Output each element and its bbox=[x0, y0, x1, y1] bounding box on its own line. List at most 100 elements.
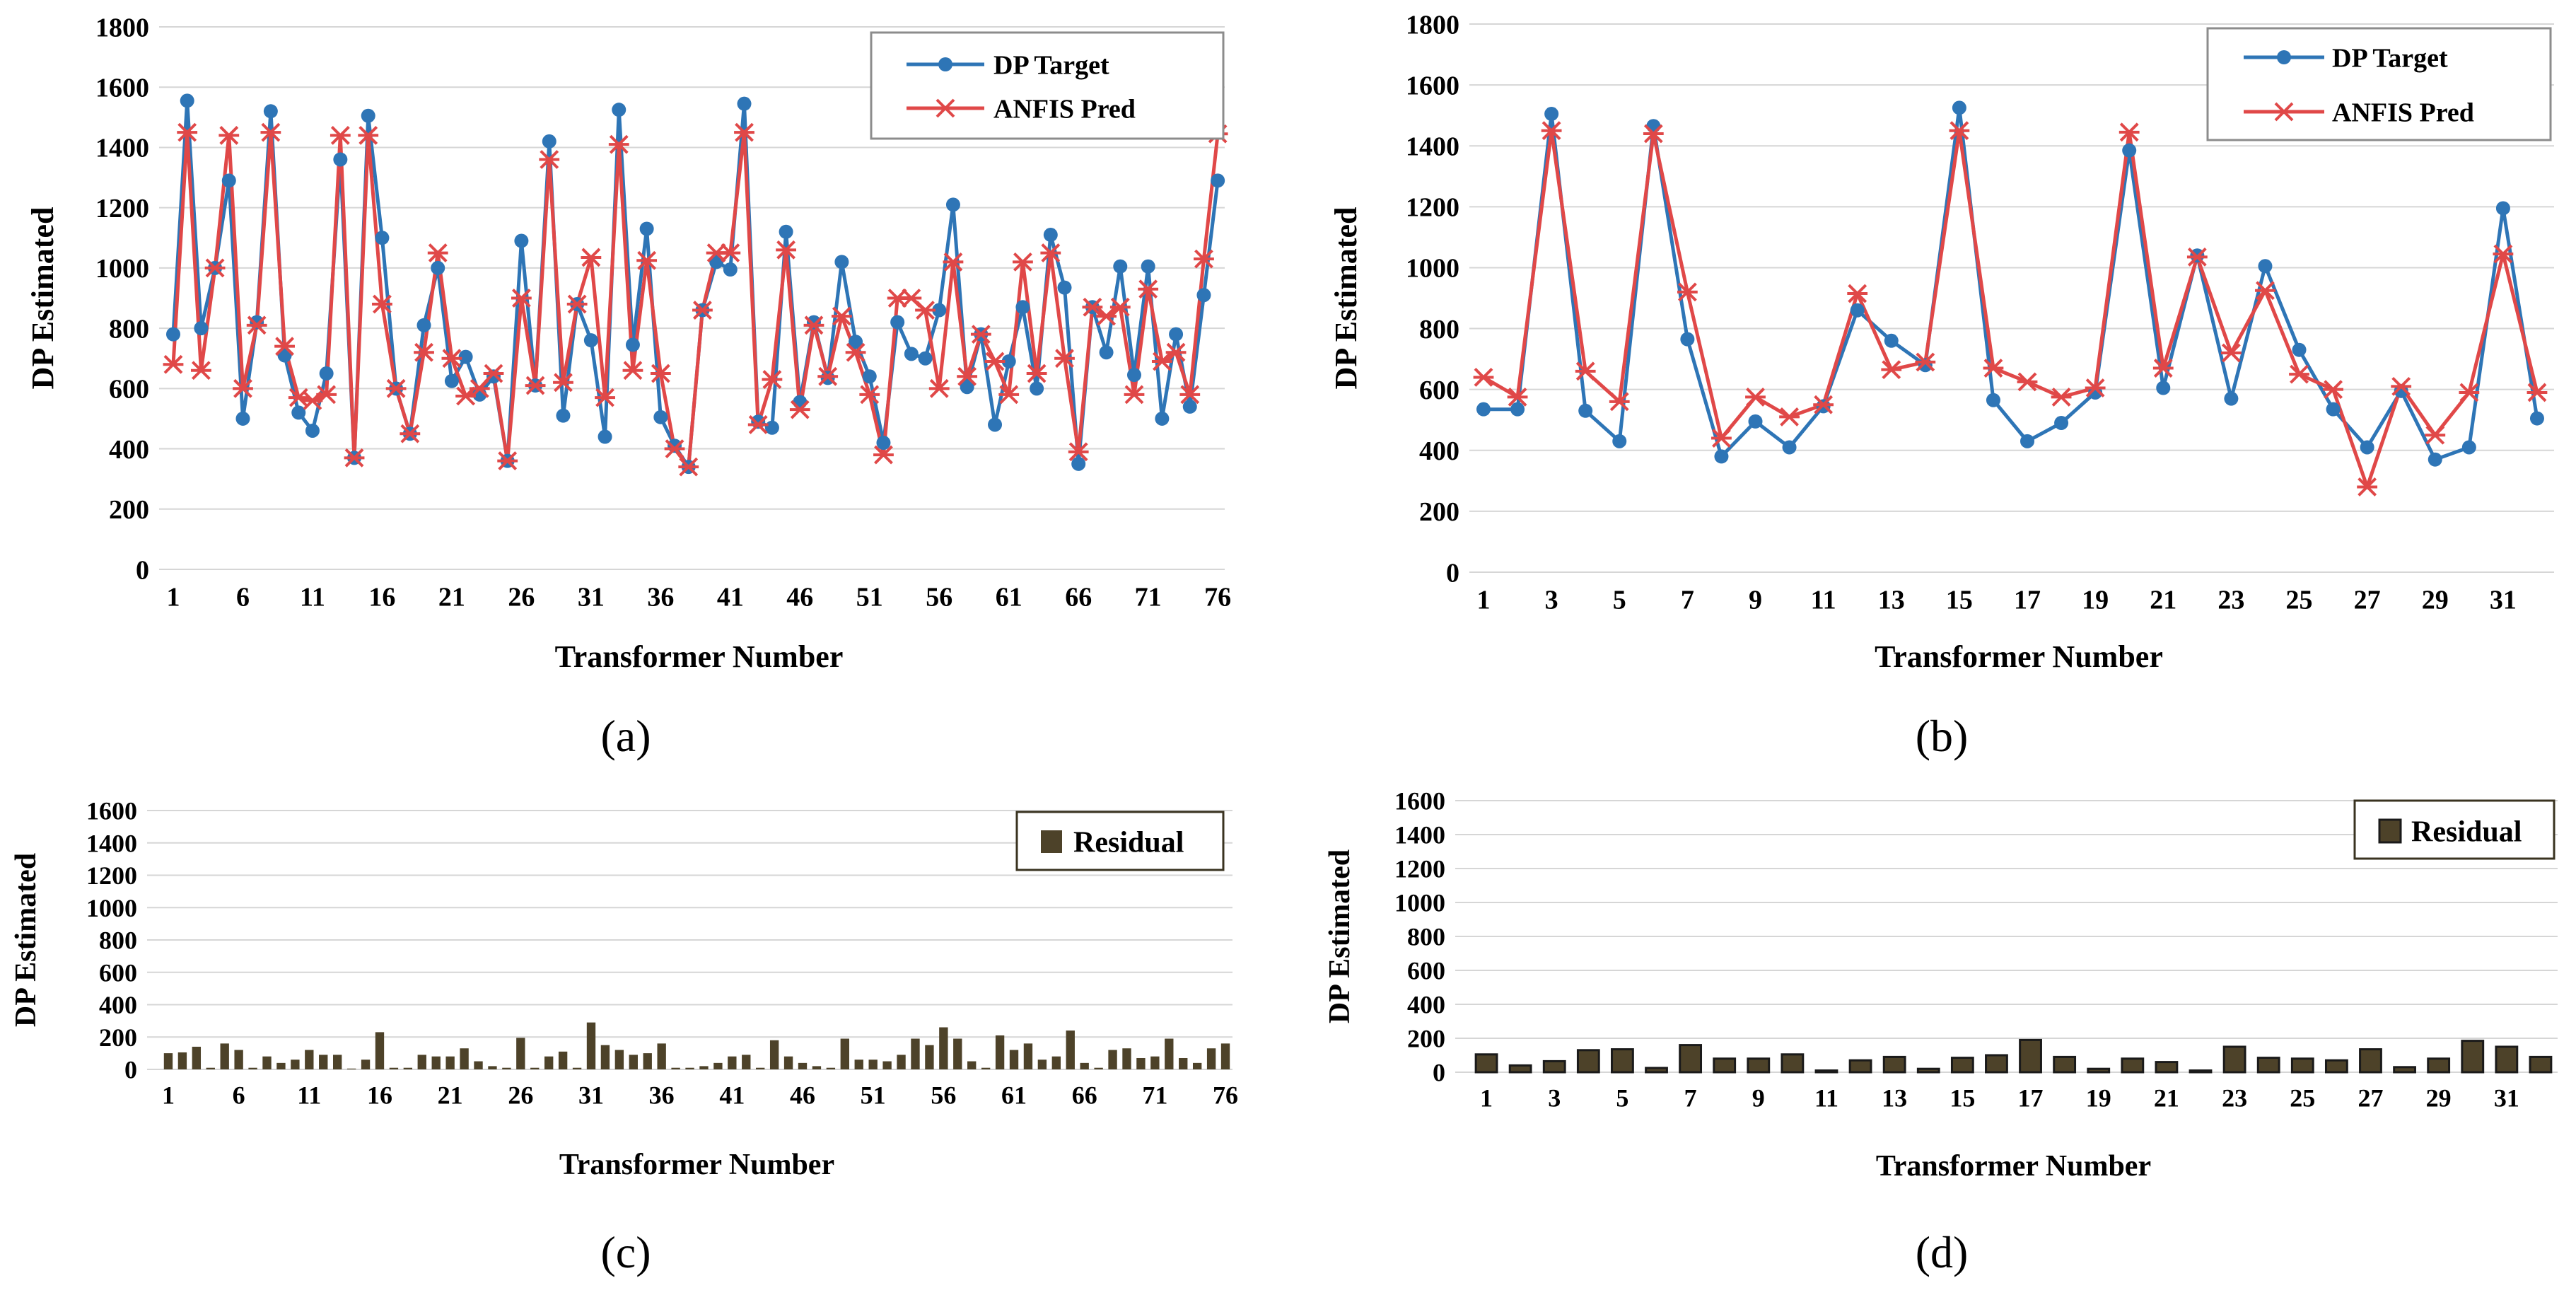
bar bbox=[995, 1035, 1005, 1069]
data-point bbox=[945, 197, 960, 212]
data-point bbox=[1043, 228, 1058, 243]
y-tick-label: 800 bbox=[1407, 923, 1445, 951]
x-tick-label: 16 bbox=[368, 582, 395, 612]
data-point bbox=[960, 380, 974, 395]
data-point bbox=[2255, 281, 2275, 301]
bar bbox=[1576, 1049, 1600, 1074]
data-point bbox=[876, 436, 891, 451]
bar bbox=[305, 1050, 314, 1069]
data-point bbox=[2020, 434, 2035, 448]
y-axis-title: DP Estimated bbox=[1329, 207, 1363, 390]
data-point bbox=[988, 417, 1003, 432]
x-tick-label: 71 bbox=[1135, 582, 1162, 612]
bar bbox=[2121, 1057, 2145, 1074]
y-tick-label: 1400 bbox=[86, 829, 137, 857]
bar bbox=[1950, 1057, 1974, 1074]
x-tick-label: 25 bbox=[2290, 1084, 2315, 1113]
y-tick-label: 1200 bbox=[1394, 855, 1445, 883]
data-point bbox=[776, 240, 796, 260]
x-tick-label: 31 bbox=[578, 1081, 604, 1110]
data-point bbox=[779, 224, 793, 239]
bar bbox=[1094, 1067, 1103, 1069]
data-point bbox=[625, 337, 640, 352]
legend-swatch bbox=[2378, 818, 2402, 844]
data-point bbox=[845, 342, 866, 362]
x-tick-label: 61 bbox=[996, 582, 1022, 612]
data-point bbox=[831, 306, 852, 326]
data-point bbox=[737, 96, 752, 111]
series-line-dp-target bbox=[1484, 105, 2539, 462]
bar bbox=[234, 1050, 243, 1069]
bar bbox=[389, 1067, 399, 1069]
data-point bbox=[595, 388, 615, 407]
x-tick-label: 6 bbox=[236, 582, 250, 612]
bar bbox=[769, 1040, 779, 1069]
data-point bbox=[1915, 352, 1936, 372]
data-point bbox=[2258, 259, 2273, 274]
data-point bbox=[1578, 403, 1593, 418]
data-point bbox=[862, 369, 877, 384]
x-tick-label: 13 bbox=[1878, 585, 1905, 615]
x-tick-label: 1 bbox=[1480, 1084, 1493, 1113]
data-point bbox=[1124, 385, 1145, 405]
y-tick-label: 1800 bbox=[95, 13, 149, 42]
bar bbox=[502, 1067, 511, 1069]
x-tick-label: 56 bbox=[926, 582, 952, 612]
x-tick-label: 1 bbox=[167, 582, 180, 612]
data-point bbox=[166, 327, 180, 342]
bar bbox=[2019, 1038, 2042, 1074]
data-point bbox=[928, 378, 950, 398]
data-point bbox=[1165, 342, 1187, 362]
bar bbox=[643, 1053, 652, 1069]
bar bbox=[614, 1050, 624, 1069]
x-tick-label: 36 bbox=[647, 582, 674, 612]
x-tick-label: 71 bbox=[1142, 1081, 1167, 1110]
bar bbox=[2529, 1055, 2553, 1074]
data-point bbox=[817, 366, 839, 386]
data-point bbox=[984, 352, 1006, 371]
bar bbox=[699, 1066, 709, 1069]
bar bbox=[1165, 1038, 1174, 1069]
data-point bbox=[2529, 411, 2544, 426]
bar bbox=[262, 1056, 272, 1069]
y-tick-label: 1000 bbox=[1406, 254, 1459, 284]
x-tick-label: 16 bbox=[367, 1081, 392, 1110]
x-tick-label: 76 bbox=[1204, 582, 1231, 612]
bar bbox=[826, 1067, 836, 1069]
data-point bbox=[1646, 119, 1661, 134]
data-point bbox=[1109, 297, 1131, 317]
data-point bbox=[1986, 393, 2000, 407]
bar bbox=[2495, 1045, 2519, 1074]
data-point bbox=[361, 108, 375, 123]
data-point bbox=[943, 252, 964, 272]
bar bbox=[2290, 1057, 2314, 1074]
x-axis-title: Transformer Number bbox=[559, 1149, 834, 1181]
data-point bbox=[747, 415, 769, 434]
data-point bbox=[2122, 143, 2137, 158]
data-point bbox=[218, 125, 240, 145]
y-tick-label: 200 bbox=[1407, 1025, 1445, 1053]
bar bbox=[1814, 1069, 1838, 1074]
legend-label: Residual bbox=[2411, 816, 2522, 849]
data-point bbox=[163, 354, 184, 374]
data-point bbox=[762, 370, 783, 389]
bar bbox=[685, 1067, 694, 1069]
bar bbox=[1037, 1059, 1047, 1069]
data-point bbox=[650, 364, 671, 383]
bar bbox=[967, 1061, 977, 1069]
y-tick-label: 1600 bbox=[1406, 71, 1459, 100]
data-point bbox=[305, 423, 320, 438]
data-point bbox=[2224, 391, 2239, 406]
x-tick-label: 21 bbox=[2154, 1084, 2179, 1113]
bar bbox=[897, 1055, 906, 1069]
bar bbox=[728, 1056, 737, 1069]
x-tick-label: 13 bbox=[1882, 1084, 1907, 1113]
data-point bbox=[556, 408, 571, 423]
bar bbox=[1781, 1053, 1805, 1074]
bar bbox=[544, 1056, 554, 1069]
bar bbox=[798, 1062, 808, 1069]
x-tick-label: 17 bbox=[2018, 1084, 2044, 1113]
x-tick-label: 1 bbox=[1477, 585, 1491, 615]
x-tick-label: 23 bbox=[2222, 1084, 2247, 1113]
y-tick-label: 600 bbox=[109, 375, 149, 405]
